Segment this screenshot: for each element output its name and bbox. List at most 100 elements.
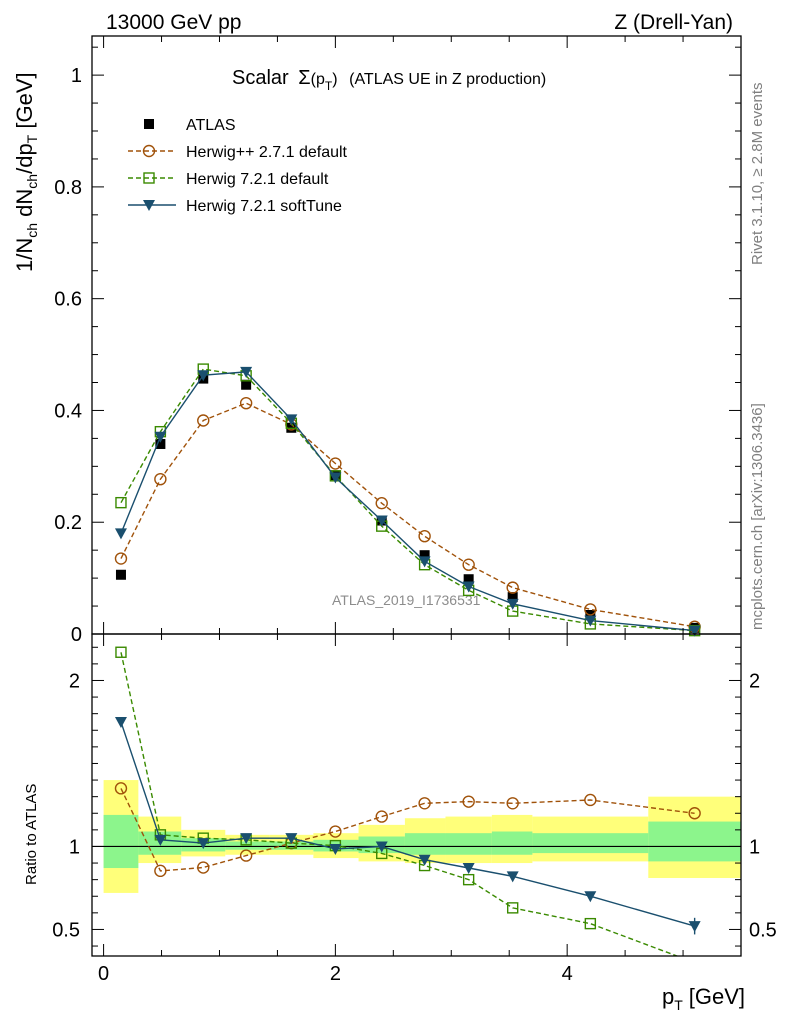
main-y-axis-label: 1/Nch dNch/dpT [GeV] <box>12 72 40 272</box>
y-tick-label: 0.8 <box>54 177 82 199</box>
y-tick-label: 0 <box>71 624 82 646</box>
y-tick-label-right: 0.5 <box>749 919 777 941</box>
marker-triangle <box>462 863 475 875</box>
marker-square <box>155 438 166 449</box>
marker-open-circle <box>154 864 167 878</box>
marker-triangle <box>329 472 342 484</box>
marker-open-square <box>584 917 597 930</box>
marker-open-circle <box>462 795 475 808</box>
marker-open-circle <box>688 807 701 820</box>
uncertainty-band-green <box>404 833 446 855</box>
marker-open-circle <box>584 603 597 616</box>
y-tick-label: 0.5 <box>52 919 80 941</box>
marker-open-circle <box>239 849 253 862</box>
marker-triangle <box>197 370 210 382</box>
marker-open-circle <box>506 581 519 594</box>
marker-triangle <box>584 615 597 627</box>
marker-open-circle <box>142 144 156 158</box>
y-tick-label: 2 <box>69 670 80 692</box>
ratio-panel-axes: 0.5 0.5 1 1 2 2 0 2 4 <box>52 633 777 985</box>
process-label: Z (Drell-Yan) <box>614 11 733 34</box>
marker-triangle <box>418 556 431 568</box>
marker-open-circle <box>462 558 475 571</box>
uncertainty-band-green <box>648 821 741 862</box>
watermark: ATLAS_2019_I1736531 <box>332 592 481 608</box>
legend-entry: ATLAS <box>144 117 236 134</box>
rivet-label: Rivet 3.1.10, ≥ 2.8M events <box>749 83 766 266</box>
ratio-uncertainty-bands <box>92 780 741 893</box>
marker-triangle <box>462 581 475 593</box>
legend-entry: Herwig 7.2.1 softTune <box>128 198 342 215</box>
uncertainty-band-green <box>225 841 270 850</box>
marker-square <box>419 550 430 561</box>
marker-open-circle <box>506 797 519 810</box>
marker-open-circle <box>418 797 431 810</box>
marker-triangle <box>240 366 253 378</box>
legend-entry: Herwig++ 2.7.1 default <box>128 144 348 161</box>
legend: ATLAS Herwig++ 2.7.1 default Herwig 7.2.1 … <box>128 117 348 215</box>
marker-open-circle <box>584 793 597 807</box>
main-panel-series <box>114 363 701 637</box>
marker-triangle <box>375 841 388 853</box>
marker-triangle <box>375 515 388 527</box>
mcplots-label: mcplots.cern.ch [arXiv:1306.3436] <box>749 403 766 630</box>
marker-triangle <box>285 833 298 845</box>
marker-triangle <box>197 838 210 850</box>
marker-square <box>241 379 252 390</box>
marker-open-circle <box>154 472 167 486</box>
series-line <box>120 368 695 632</box>
marker-square <box>463 574 474 585</box>
y-tick-label: 0.4 <box>54 400 82 422</box>
marker-open-circle <box>375 810 388 823</box>
marker-open-circle <box>375 497 388 510</box>
marker-open-circle <box>197 414 210 427</box>
energy-label: 13000 GeV pp <box>106 11 241 34</box>
marker-square <box>144 119 154 129</box>
series-line <box>120 371 695 632</box>
legend-label: ATLAS <box>186 117 236 134</box>
y-tick-label: 1 <box>71 65 82 87</box>
uncertainty-band-green <box>491 831 533 855</box>
y-tick-label-right: 2 <box>749 670 760 692</box>
marker-triangle <box>418 854 431 866</box>
marker-triangle <box>285 414 298 426</box>
ratio-panel-series <box>114 646 701 956</box>
uncertainty-band-green <box>103 814 139 869</box>
y-tick-label: 0.2 <box>54 512 82 534</box>
marker-triangle <box>506 598 519 610</box>
legend-label: Herwig++ 2.7.1 default <box>186 144 348 161</box>
plot-frame <box>91 633 742 957</box>
marker-open-circle <box>114 782 128 795</box>
uncertainty-band-green <box>532 833 649 854</box>
uncertainty-band-green <box>269 841 314 850</box>
series-line <box>120 402 695 628</box>
marker-open-circle <box>329 825 342 838</box>
y-tick-label: 1 <box>69 836 80 858</box>
y-tick-label-right: 1 <box>749 836 760 858</box>
series-line <box>120 788 695 872</box>
marker-triangle <box>114 528 127 540</box>
x-tick-label: 2 <box>330 963 341 985</box>
marker-open-square <box>143 172 155 184</box>
marker-triangle <box>154 431 167 443</box>
uncertainty-band-green <box>445 833 492 855</box>
marker-open-square <box>115 496 127 509</box>
marker-triangle <box>154 834 167 846</box>
x-axis-label: pT [GeV] <box>662 984 745 1013</box>
marker-triangle <box>329 843 342 855</box>
marker-open-square <box>506 902 519 914</box>
legend-label: Herwig 7.2.1 softTune <box>186 198 342 215</box>
main-panel-axes: 0 0.2 0.4 0.6 0.8 1 <box>54 35 742 646</box>
marker-triangle <box>114 716 127 728</box>
marker-open-square <box>462 873 475 886</box>
marker-triangle <box>240 833 253 845</box>
series-line <box>120 721 695 927</box>
marker-open-circle <box>197 861 210 874</box>
marker-square <box>115 569 126 580</box>
marker-open-circle <box>329 457 342 470</box>
chart-title: Scalar Σ(pT) (ATLAS UE in Z production) <box>232 67 546 93</box>
marker-open-circle <box>114 552 128 565</box>
x-tick-label: 4 <box>562 963 573 985</box>
marker-triangle <box>688 625 701 637</box>
legend-entry: Herwig 7.2.1 default <box>128 171 329 188</box>
